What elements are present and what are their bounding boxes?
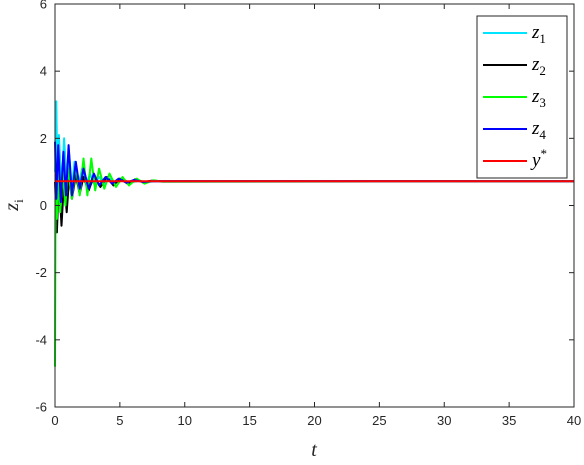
- y-tick-label: 6: [40, 0, 47, 12]
- y-axis-label-subscript: i: [11, 199, 26, 203]
- y-tick-label: -2: [35, 265, 47, 280]
- y-tick-label: 2: [40, 131, 47, 146]
- x-tick-label: 10: [178, 413, 192, 428]
- y-axis-label-group: zi: [1, 199, 26, 212]
- tick-layer: 0 5 10 15 20 25 30 35 40 -6 -4 -2 0 2 4 6: [35, 0, 581, 428]
- x-tick-label: 5: [116, 413, 123, 428]
- legend-label-2: z2: [531, 54, 546, 78]
- legend-label-1: z1: [531, 22, 546, 46]
- x-tick-label: 35: [502, 413, 516, 428]
- x-tick-label: 15: [242, 413, 256, 428]
- x-tick-label: 30: [437, 413, 451, 428]
- y-tick-label: 0: [40, 198, 47, 213]
- legend-label-3: z3: [531, 86, 546, 110]
- x-tick-label: 20: [307, 413, 321, 428]
- series-layer: [54, 100, 575, 367]
- legend-label-5: y*: [530, 146, 547, 171]
- x-tick-label: 40: [567, 413, 581, 428]
- x-tick-label: 0: [51, 413, 58, 428]
- x-tick-label: 25: [372, 413, 386, 428]
- legend: z1 z2 z3 z4 y*: [476, 15, 568, 179]
- y-tick-label: -4: [35, 332, 47, 347]
- x-axis-label: t: [311, 439, 317, 461]
- y-axis-label-base: z: [1, 203, 23, 212]
- legend-label-4: z4: [531, 118, 546, 142]
- y-tick-label: 4: [40, 64, 47, 79]
- y-tick-label: -6: [35, 400, 47, 415]
- y-axis-label: zi: [1, 199, 26, 212]
